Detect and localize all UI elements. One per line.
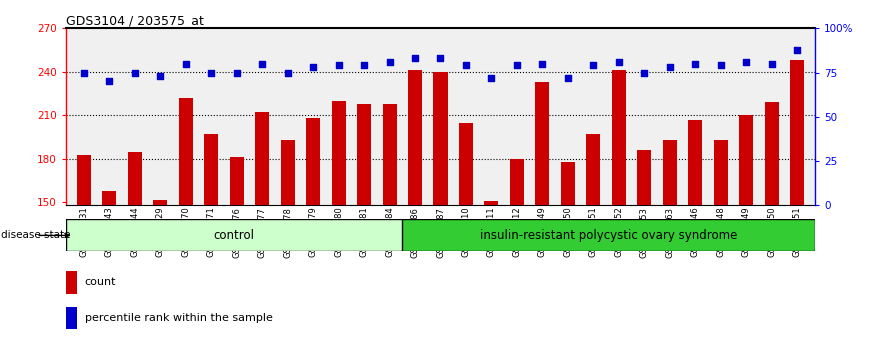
Point <box>637 70 651 75</box>
Bar <box>790 60 804 205</box>
Bar <box>357 104 371 205</box>
Point <box>230 70 244 75</box>
Bar <box>561 162 575 205</box>
Point <box>611 59 626 65</box>
Text: GDS3104 / 203575_at: GDS3104 / 203575_at <box>66 14 204 27</box>
Point <box>331 63 345 68</box>
Text: disease state: disease state <box>2 230 71 240</box>
Point <box>153 73 167 79</box>
Point <box>790 47 804 52</box>
Point <box>77 70 91 75</box>
Bar <box>66 307 78 329</box>
Point <box>739 59 753 65</box>
Point <box>357 63 371 68</box>
Bar <box>77 155 91 205</box>
Bar <box>637 150 651 205</box>
Point <box>408 56 422 61</box>
Bar <box>402 219 815 251</box>
Point <box>536 61 550 67</box>
Point <box>204 70 218 75</box>
Bar <box>153 200 167 205</box>
Point <box>586 63 600 68</box>
Bar <box>459 122 473 205</box>
Bar <box>611 70 626 205</box>
Text: percentile rank within the sample: percentile rank within the sample <box>85 313 273 323</box>
Point <box>714 63 728 68</box>
Bar <box>714 140 728 205</box>
Point <box>255 61 270 67</box>
Point <box>485 75 499 81</box>
Point <box>459 63 473 68</box>
Point <box>306 64 320 70</box>
Point <box>561 75 575 81</box>
Bar <box>204 134 218 205</box>
Bar <box>433 72 448 205</box>
Point <box>179 61 193 67</box>
Point <box>433 56 448 61</box>
Bar <box>306 118 320 205</box>
Bar <box>66 219 402 251</box>
Bar <box>281 140 294 205</box>
Bar <box>408 70 422 205</box>
Bar <box>510 159 524 205</box>
Bar <box>739 115 753 205</box>
Point <box>663 64 677 70</box>
Bar <box>66 271 78 294</box>
Point <box>688 61 702 67</box>
Text: control: control <box>213 229 255 242</box>
Bar <box>382 104 396 205</box>
Bar <box>179 98 193 205</box>
Point <box>510 63 524 68</box>
Text: insulin-resistant polycystic ovary syndrome: insulin-resistant polycystic ovary syndr… <box>479 229 737 242</box>
Point <box>765 61 779 67</box>
Bar <box>688 120 702 205</box>
Bar <box>663 140 677 205</box>
Bar <box>230 158 244 205</box>
Bar <box>587 134 600 205</box>
Bar <box>255 113 270 205</box>
Bar <box>765 102 779 205</box>
Bar <box>331 101 345 205</box>
Text: count: count <box>85 278 116 287</box>
Bar <box>102 191 116 205</box>
Point <box>281 70 295 75</box>
Bar <box>128 152 142 205</box>
Point <box>102 79 116 84</box>
Bar <box>536 82 550 205</box>
Point <box>128 70 142 75</box>
Point <box>382 59 396 65</box>
Bar <box>485 201 499 205</box>
